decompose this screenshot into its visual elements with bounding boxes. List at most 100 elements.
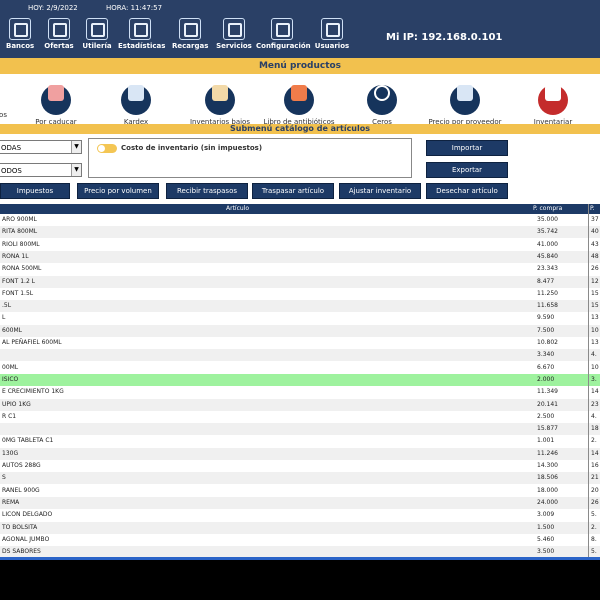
cell-price-sell: 14	[591, 449, 599, 457]
cell-price-buy: 9.590	[537, 314, 555, 322]
cell-price-buy: 1.500	[537, 523, 555, 531]
nav-servicios[interactable]: Servicios	[216, 18, 252, 56]
table-row[interactable]: LICON DELGADO 3.009 5.	[0, 509, 600, 521]
table-row[interactable]: R C1 2.500 4.	[0, 411, 600, 423]
cell-price-buy: 20.141	[537, 400, 558, 408]
table-row[interactable]: ARO 900ML 35.000 37	[0, 214, 600, 226]
table-row[interactable]: 600ML 7.500 10	[0, 324, 600, 337]
table-row[interactable]: ISICO 2.000 3.	[0, 373, 600, 386]
import-button[interactable]: Importar	[426, 140, 508, 156]
nav-usuarios[interactable]: Usuarios	[314, 18, 350, 56]
cell-article: 130G	[2, 449, 19, 457]
table-row[interactable]: E CRECIMIENTO 1KG 11.349 14	[0, 386, 600, 398]
menu-item-ceros[interactable]: Ceros	[362, 78, 402, 126]
table-row[interactable]: 00ML 6.670 10	[0, 362, 600, 374]
cell-price-sell: 40	[591, 228, 599, 236]
cell-price-buy: 8.477	[537, 277, 555, 285]
table-row[interactable]: AL PEÑAFIEL 600ML 10.802 13	[0, 337, 600, 349]
menu-item-inventarios-bajos[interactable]: Inventarios bajos	[188, 78, 252, 126]
table-row[interactable]: S 18.506 21	[0, 472, 600, 485]
category-select[interactable]: ODAS ▼	[0, 140, 82, 154]
inventory-glyph	[212, 85, 228, 101]
table-row[interactable]: DS SABORES 3.500 5.	[0, 546, 600, 559]
menu-item-label: os	[0, 111, 7, 119]
chevron-down-icon[interactable]: ▼	[71, 164, 81, 176]
cell-price-buy: 11.658	[537, 302, 558, 310]
menu-item-por-caducar[interactable]: Por caducar	[34, 78, 78, 126]
table-row[interactable]: AUTOS 288G 14.300 16	[0, 460, 600, 472]
table-row[interactable]: REMA 24.000 26	[0, 496, 600, 509]
menu-icon-row: os Por caducar Kardex Inventarios bajos …	[0, 74, 600, 126]
menu-item-partial[interactable]: os	[0, 78, 10, 119]
recharge-icon	[179, 18, 201, 40]
table-row[interactable]: RANEL 900G 18.000 20	[0, 485, 600, 497]
cell-price-buy: 41.000	[537, 240, 558, 248]
time-label: HORA: 11:47:57	[106, 4, 163, 12]
cell-price-buy: 11.250	[537, 289, 558, 297]
nav-ofertas[interactable]: Ofertas	[44, 18, 74, 56]
menu-item-kardex[interactable]: Kardex	[116, 78, 156, 126]
menu-item-label: Ceros	[372, 118, 392, 126]
cell-price-sell: 12	[591, 277, 599, 285]
cell-price-sell: 15	[591, 289, 599, 297]
date-time-bar: HOY: 2/9/2022 HORA: 11:47:57	[0, 0, 600, 16]
table-row[interactable]: RONA 500ML 23.343 26	[0, 263, 600, 275]
table-row[interactable]: RIOLI 800ML 41.000 43	[0, 239, 600, 251]
menu-item-inventariar[interactable]: Inventariar	[530, 78, 576, 126]
cell-price-sell: 20	[591, 486, 599, 494]
nav-bancos[interactable]: Bancos	[6, 18, 34, 56]
col-price-sell[interactable]: P. v	[590, 205, 595, 222]
nav-recargas[interactable]: Recargas	[172, 18, 208, 56]
cell-price-sell: 2.	[591, 523, 597, 531]
table-row[interactable]: RITA 800ML 35.742 40	[0, 226, 600, 239]
table-row[interactable]: FONT 1.2 L 8.477 12	[0, 275, 600, 288]
col-price-buy[interactable]: P. compra	[533, 205, 563, 212]
table-row[interactable]: RONA 1L 45.840 48	[0, 250, 600, 263]
cell-price-buy: 11.349	[537, 388, 558, 396]
table-row[interactable]: 0MG TABLETA C1 1.001 2.	[0, 435, 600, 447]
table-row[interactable]: UPIO 1KG 20.141 23	[0, 398, 600, 411]
cell-article: L	[2, 314, 6, 322]
menu-item-libro-antibioticos[interactable]: Libro de antibióticos	[256, 78, 342, 126]
inventory-icon	[538, 85, 568, 115]
action-ajustar-inventario[interactable]: Ajustar inventario	[339, 183, 421, 199]
table-row[interactable]: AGONAL JUMBO 5.460 8.	[0, 534, 600, 546]
menu-item-label: Inventariar	[533, 118, 573, 126]
tools-icon	[86, 18, 108, 40]
menu-item-label: Kardex	[123, 118, 149, 126]
col-article[interactable]: Artículo	[226, 205, 250, 212]
table-row[interactable]: 130G 11.246 14	[0, 447, 600, 460]
menu-item-label: Precio por proveedor	[428, 118, 502, 126]
cell-article: FONT 1.2 L	[2, 277, 36, 285]
chevron-down-icon[interactable]: ▼	[71, 141, 81, 153]
action-traspasar-articulo[interactable]: Traspasar artículo	[252, 183, 334, 199]
inventory-glyph	[545, 85, 561, 101]
action-precio-volumen[interactable]: Precio por volumen	[77, 183, 159, 199]
cell-article: LICON DELGADO	[2, 511, 53, 519]
table-row[interactable]: .5L 11.658 15	[0, 300, 600, 313]
table-row[interactable]: L 9.590 13	[0, 312, 600, 324]
nav-utileria[interactable]: Utilería	[82, 18, 112, 56]
action-recibir-traspasos[interactable]: Recibir traspasos	[166, 183, 248, 199]
nav-estadisticas[interactable]: Estadísticas	[118, 18, 165, 56]
department-select[interactable]: ODOS ▼	[0, 163, 82, 177]
nav-label: Ofertas	[44, 42, 74, 50]
cell-article: RIOLI 800ML	[2, 240, 40, 248]
supplier-price-icon	[450, 85, 480, 115]
table-row[interactable]: 15.877 18	[0, 423, 600, 436]
cost-toggle[interactable]	[97, 144, 117, 153]
cell-article: S	[2, 474, 6, 482]
antibiotics-book-icon	[284, 85, 314, 115]
nav-configuracion[interactable]: Configuración	[256, 18, 311, 56]
action-impuestos[interactable]: Impuestos	[0, 183, 70, 199]
table-body[interactable]: ARO 900ML 35.000 37 RITA 800ML 35.742 40 RIOLI…	[0, 214, 600, 560]
table-row[interactable]: TO BOLSITA 1.500 2.	[0, 521, 600, 534]
offers-icon	[48, 18, 70, 40]
menu-item-precio-proveedor[interactable]: Precio por proveedor	[428, 78, 502, 126]
action-desechar-articulo[interactable]: Desechar artículo	[426, 183, 508, 199]
table-row[interactable]: 3.340 4.	[0, 349, 600, 362]
book-glyph	[291, 85, 307, 101]
export-button[interactable]: Exportar	[426, 162, 508, 178]
nav-label: Servicios	[216, 42, 252, 50]
table-row[interactable]: FONT 1.5L 11.250 15	[0, 288, 600, 300]
